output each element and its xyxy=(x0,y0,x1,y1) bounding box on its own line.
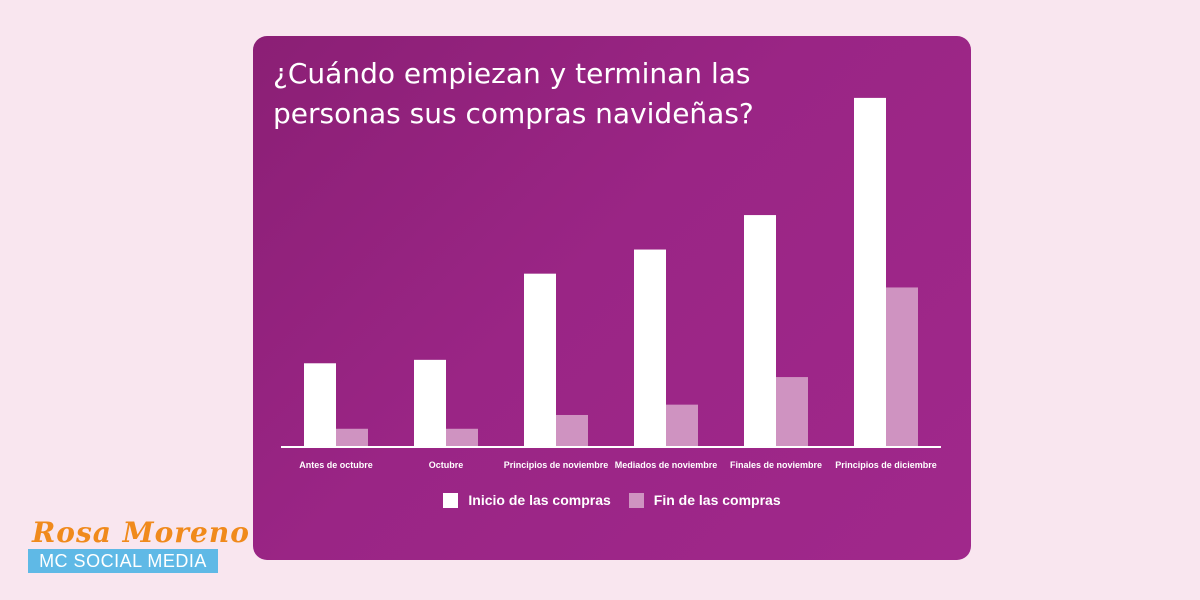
bar-fin-3 xyxy=(666,404,698,446)
chart-legend: Inicio de las compras Fin de las compras xyxy=(253,492,971,508)
x-tick-label-3: Mediados de noviembre xyxy=(615,460,718,470)
brand-subtitle: MC SOCIAL MEDIA xyxy=(28,549,218,573)
legend-item-fin: Fin de las compras xyxy=(628,492,781,508)
bar-fin-4 xyxy=(776,377,808,446)
bar-fin-0 xyxy=(336,428,368,446)
bar-chart: Antes de octubre Octubre Principios de nov… xyxy=(281,97,941,470)
chart-title: ¿Cuándo empiezan y terminan las personas… xyxy=(273,57,754,130)
bar-inicio-1 xyxy=(414,359,446,446)
bar-inicio-2 xyxy=(524,273,556,446)
bar-fin-1 xyxy=(446,428,478,446)
legend-label-inicio: Inicio de las compras xyxy=(468,492,611,508)
legend-label-fin: Fin de las compras xyxy=(653,492,781,508)
legend-swatch-fin xyxy=(628,492,644,508)
x-tick-label-0: Antes de octubre xyxy=(299,460,373,470)
brand-logo: Rosa Moreno MC SOCIAL MEDIA xyxy=(28,517,250,573)
bar-fin-5 xyxy=(886,287,918,446)
bar-inicio-5 xyxy=(854,97,886,447)
chart-card: ¿Cuándo empiezan y terminan las personas… xyxy=(253,36,971,560)
bar-fin-2 xyxy=(556,414,588,446)
x-tick-label-2: Principios de noviembre xyxy=(504,460,609,470)
legend-swatch-inicio xyxy=(443,492,459,508)
x-tick-label-4: Finales de noviembre xyxy=(730,460,822,470)
bar-inicio-0 xyxy=(304,363,336,446)
x-tick-label-5: Principios de diciembre xyxy=(835,460,937,470)
bar-inicio-4 xyxy=(744,215,776,446)
bar-inicio-3 xyxy=(634,249,666,446)
legend-item-inicio: Inicio de las compras xyxy=(443,492,611,508)
x-tick-label-1: Octubre xyxy=(429,460,464,470)
brand-name: Rosa Moreno xyxy=(32,516,250,549)
